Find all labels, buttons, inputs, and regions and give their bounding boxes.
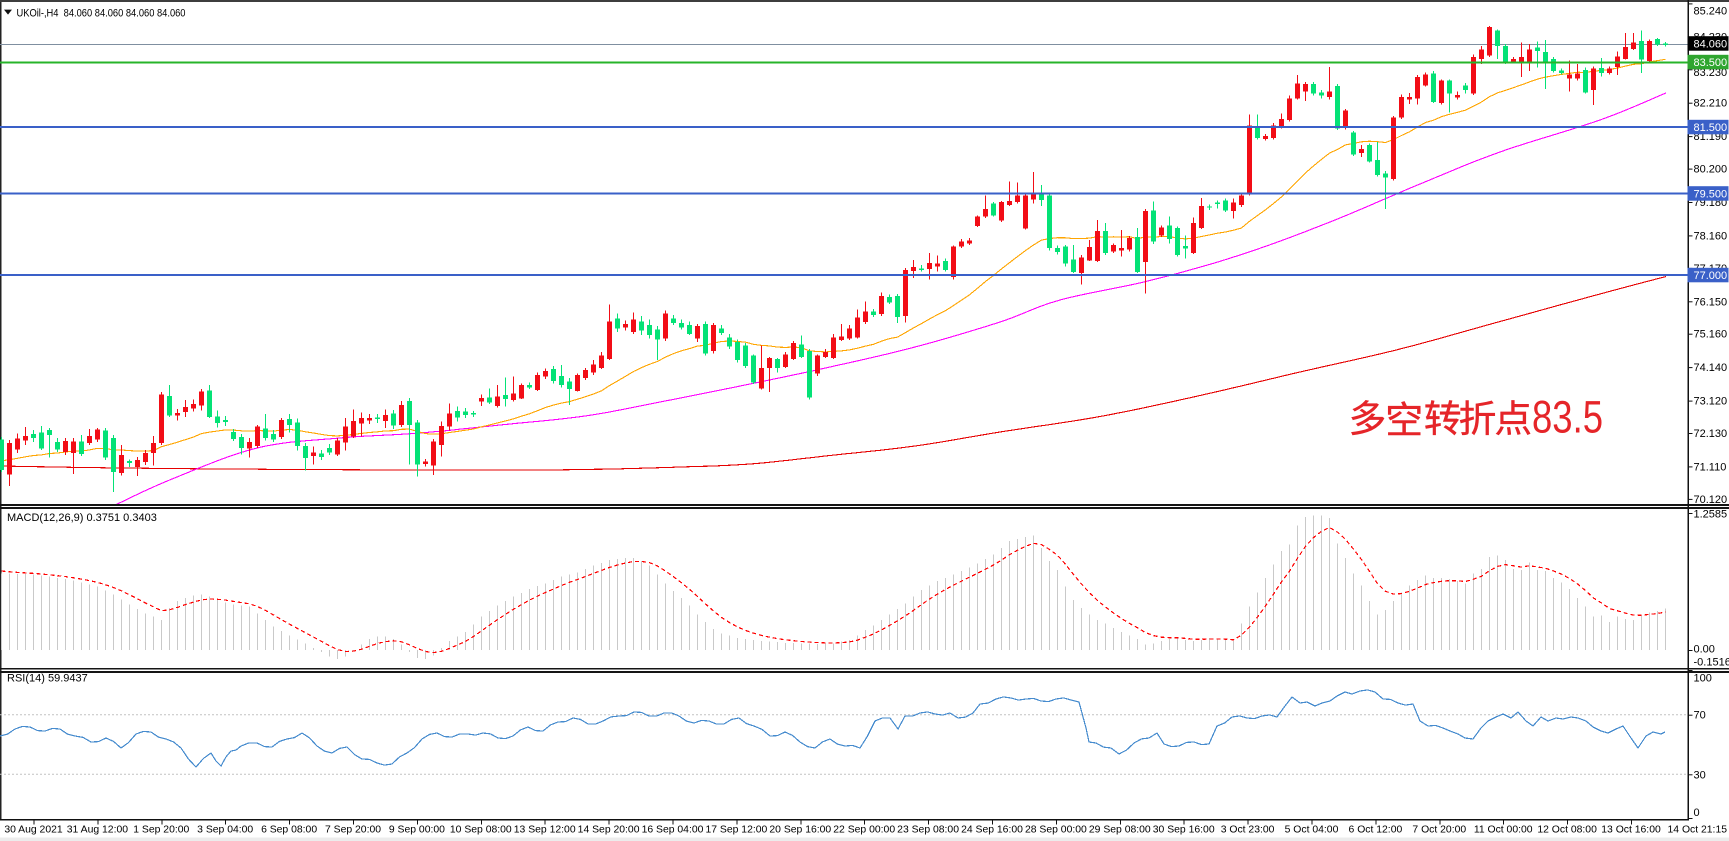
- svg-text:30 Aug 2021: 30 Aug 2021: [4, 825, 63, 836]
- svg-text:6 Sep 08:00: 6 Sep 08:00: [261, 825, 317, 836]
- svg-text:23 Sep 08:00: 23 Sep 08:00: [897, 825, 959, 836]
- svg-text:16 Sep 04:00: 16 Sep 04:00: [642, 825, 704, 836]
- svg-text:81.500: 81.500: [1694, 122, 1728, 134]
- svg-text:12 Oct 08:00: 12 Oct 08:00: [1537, 825, 1597, 836]
- svg-text:84.060: 84.060: [1694, 39, 1728, 51]
- svg-text:24 Sep 16:00: 24 Sep 16:00: [961, 825, 1023, 836]
- svg-text:80.200: 80.200: [1694, 164, 1728, 176]
- svg-text:14 Oct 21:15: 14 Oct 21:15: [1668, 825, 1728, 836]
- svg-text:UKOil-,H4 84.060 84.060 84.06: UKOil-,H4 84.060 84.060 84.060 84.060: [17, 8, 186, 20]
- svg-text:83.230: 83.230: [1694, 67, 1728, 79]
- svg-text:22 Sep 00:00: 22 Sep 00:00: [833, 825, 895, 836]
- svg-text:79.500: 79.500: [1694, 189, 1728, 201]
- svg-text:30 Sep 16:00: 30 Sep 16:00: [1153, 825, 1215, 836]
- svg-text:85.240: 85.240: [1694, 6, 1728, 18]
- svg-text:82.210: 82.210: [1694, 98, 1728, 110]
- svg-text:72.130: 72.130: [1694, 428, 1728, 440]
- svg-text:75.160: 75.160: [1694, 329, 1728, 341]
- svg-text:1 Sep 20:00: 1 Sep 20:00: [133, 825, 189, 836]
- svg-text:83.500: 83.500: [1694, 57, 1728, 69]
- svg-text:3 Sep 04:00: 3 Sep 04:00: [197, 825, 253, 836]
- svg-text:10 Sep 08:00: 10 Sep 08:00: [450, 825, 512, 836]
- svg-text:76.150: 76.150: [1694, 296, 1728, 308]
- svg-text:13 Sep 12:00: 13 Sep 12:00: [514, 825, 576, 836]
- svg-text:9 Sep 00:00: 9 Sep 00:00: [389, 825, 445, 836]
- svg-text:28 Sep 00:00: 28 Sep 00:00: [1025, 825, 1087, 836]
- svg-text:70.120: 70.120: [1694, 494, 1728, 506]
- svg-text:31 Aug 12:00: 31 Aug 12:00: [67, 825, 128, 836]
- svg-text:71.110: 71.110: [1694, 461, 1727, 473]
- svg-text:77.000: 77.000: [1694, 270, 1728, 282]
- svg-text:73.120: 73.120: [1694, 396, 1728, 408]
- svg-text:RSI(14) 59.9437: RSI(14) 59.9437: [7, 673, 88, 685]
- svg-text:1.2585: 1.2585: [1694, 509, 1728, 521]
- svg-text:78.160: 78.160: [1694, 230, 1728, 242]
- svg-text:83.5: 83.5: [1532, 392, 1603, 443]
- svg-text:30: 30: [1694, 769, 1706, 781]
- svg-text:7 Oct 20:00: 7 Oct 20:00: [1412, 825, 1466, 836]
- svg-text:17 Sep 12:00: 17 Sep 12:00: [705, 825, 767, 836]
- svg-text:13 Oct 16:00: 13 Oct 16:00: [1601, 825, 1661, 836]
- svg-text:20 Sep 16:00: 20 Sep 16:00: [769, 825, 831, 836]
- svg-text:100: 100: [1694, 673, 1712, 685]
- svg-text:MACD(12,26,9) 0.3751 0.3403: MACD(12,26,9) 0.3751 0.3403: [7, 512, 157, 524]
- svg-text:11 Oct 00:00: 11 Oct 00:00: [1474, 825, 1533, 836]
- svg-text:29 Sep 08:00: 29 Sep 08:00: [1089, 825, 1151, 836]
- svg-text:0.00: 0.00: [1694, 644, 1715, 656]
- svg-text:0: 0: [1694, 807, 1700, 819]
- svg-text:-0.1516: -0.1516: [1694, 657, 1729, 669]
- svg-text:6 Oct 12:00: 6 Oct 12:00: [1349, 825, 1403, 836]
- svg-text:5 Oct 04:00: 5 Oct 04:00: [1285, 825, 1339, 836]
- svg-text:70: 70: [1694, 710, 1706, 722]
- svg-text:7 Sep 20:00: 7 Sep 20:00: [325, 825, 381, 836]
- svg-text:3 Oct 23:00: 3 Oct 23:00: [1221, 825, 1275, 836]
- svg-text:74.140: 74.140: [1694, 362, 1728, 374]
- svg-text:14 Sep 20:00: 14 Sep 20:00: [578, 825, 640, 836]
